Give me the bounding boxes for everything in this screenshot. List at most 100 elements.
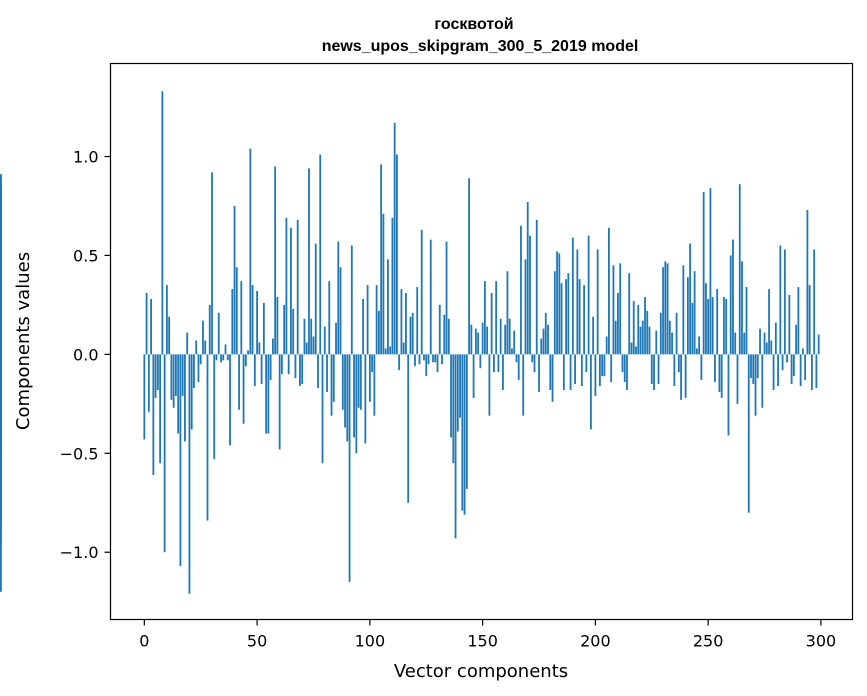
bar bbox=[165, 285, 168, 355]
bar bbox=[326, 354, 328, 392]
bar bbox=[459, 354, 461, 418]
bar bbox=[211, 172, 213, 355]
bar bbox=[330, 354, 333, 416]
bar bbox=[217, 312, 220, 355]
bar bbox=[215, 354, 218, 361]
bar bbox=[400, 289, 403, 355]
bar bbox=[709, 188, 712, 355]
bar bbox=[434, 354, 437, 363]
bar bbox=[664, 261, 667, 355]
bar bbox=[470, 324, 473, 355]
bar bbox=[238, 354, 240, 410]
bar bbox=[393, 122, 396, 355]
bar bbox=[350, 245, 353, 355]
bar bbox=[416, 287, 419, 355]
bar bbox=[531, 354, 534, 363]
bar bbox=[414, 354, 416, 367]
bar bbox=[801, 348, 804, 355]
bar bbox=[269, 354, 272, 381]
bar bbox=[429, 239, 432, 355]
bar bbox=[781, 354, 784, 371]
bar bbox=[303, 318, 306, 355]
bar bbox=[727, 354, 730, 436]
bar bbox=[603, 354, 606, 377]
bar bbox=[276, 296, 279, 355]
bar bbox=[526, 202, 529, 355]
y-tick-label: −1.0 bbox=[60, 543, 99, 562]
x-tick-label: 150 bbox=[467, 632, 498, 651]
bar bbox=[258, 342, 261, 355]
bar bbox=[747, 354, 750, 513]
bar bbox=[553, 271, 556, 355]
bar bbox=[407, 354, 410, 503]
bar bbox=[513, 330, 516, 355]
bar bbox=[454, 354, 457, 539]
bar bbox=[368, 354, 371, 402]
bar bbox=[698, 336, 701, 355]
bar bbox=[734, 332, 737, 355]
bar bbox=[405, 293, 407, 355]
bar bbox=[745, 287, 748, 355]
x-axis: 0 50 100 150 200 250 300 bbox=[139, 619, 836, 651]
bar bbox=[614, 320, 617, 355]
bar bbox=[420, 229, 423, 355]
bar bbox=[181, 354, 184, 396]
bar bbox=[686, 277, 689, 355]
bar bbox=[328, 281, 331, 355]
bar bbox=[396, 154, 398, 355]
bar bbox=[184, 354, 186, 442]
bar bbox=[159, 354, 162, 464]
bar bbox=[441, 354, 443, 365]
bar bbox=[610, 354, 613, 383]
bar bbox=[355, 354, 358, 454]
bar bbox=[163, 354, 166, 553]
bar bbox=[714, 354, 716, 383]
bar bbox=[637, 304, 640, 355]
bar bbox=[0, 314, 2, 355]
bar bbox=[308, 168, 310, 355]
bar bbox=[357, 354, 360, 408]
x-tick-label: 0 bbox=[139, 632, 149, 651]
bar bbox=[768, 289, 770, 355]
bar bbox=[423, 354, 425, 361]
bar bbox=[447, 318, 450, 355]
bar bbox=[542, 328, 545, 355]
bar bbox=[520, 225, 522, 355]
bar bbox=[436, 354, 439, 373]
bar bbox=[529, 235, 531, 355]
bar bbox=[653, 354, 655, 390]
bar bbox=[202, 320, 204, 355]
bar bbox=[578, 279, 581, 355]
bar bbox=[650, 354, 653, 385]
bar-series bbox=[0, 91, 820, 594]
bar bbox=[287, 354, 290, 375]
y-tick-label: 0.5 bbox=[73, 246, 98, 265]
bar bbox=[524, 259, 527, 355]
bar bbox=[488, 354, 491, 416]
bar bbox=[549, 354, 552, 390]
bar bbox=[305, 342, 308, 355]
bar bbox=[319, 154, 322, 355]
bar bbox=[387, 259, 389, 355]
bar bbox=[323, 326, 326, 355]
bar bbox=[247, 350, 249, 355]
x-tick-label: 200 bbox=[580, 632, 611, 651]
bar bbox=[490, 293, 493, 355]
bar bbox=[788, 295, 791, 355]
bar bbox=[147, 354, 150, 412]
bar bbox=[671, 332, 673, 355]
bar bbox=[481, 322, 484, 355]
bar bbox=[759, 328, 761, 355]
y-axis: 1.0 0.5 0.0 −0.5 −1.0 bbox=[60, 147, 111, 562]
bar bbox=[321, 354, 324, 464]
bar bbox=[594, 354, 597, 396]
bar bbox=[626, 354, 628, 390]
bar bbox=[231, 289, 234, 355]
bar bbox=[253, 354, 256, 387]
bar bbox=[242, 354, 245, 424]
bar bbox=[150, 298, 152, 355]
bar bbox=[222, 354, 225, 361]
bar bbox=[193, 354, 195, 388]
bar bbox=[445, 241, 448, 355]
